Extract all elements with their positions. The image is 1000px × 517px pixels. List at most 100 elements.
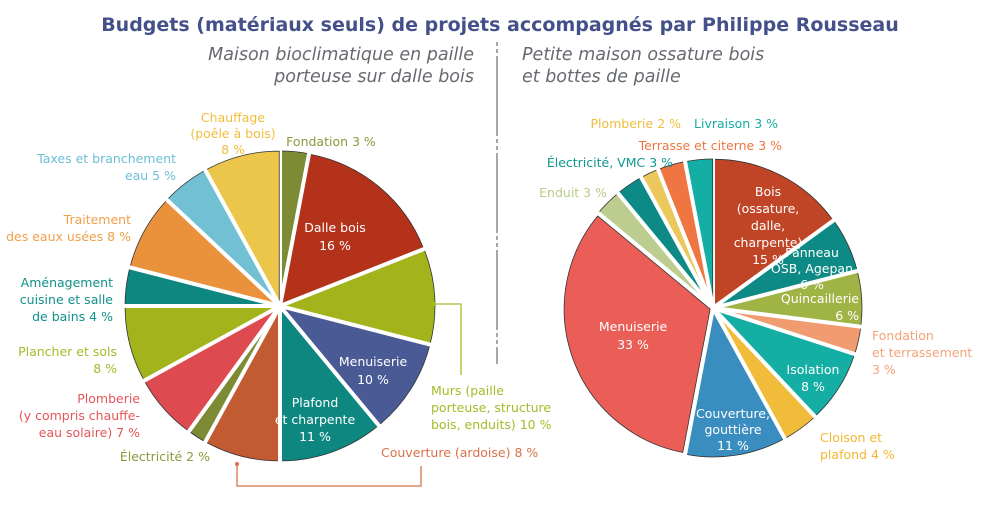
label-line: (y compris chauffe- xyxy=(19,408,140,423)
pie-left-separator xyxy=(278,304,383,430)
label-line: Plomberie xyxy=(77,391,140,406)
pie-right-label-cloison-et-plafond: Cloison et plafond 4 % xyxy=(820,430,895,462)
label-line: 10 % xyxy=(357,372,389,387)
label-line: 6 % xyxy=(800,277,824,292)
pie-left-label-dalle-bois: Dalle bois 16 % xyxy=(304,220,365,253)
label-line: des eaux usées 8 % xyxy=(6,229,131,244)
pie-right-separator xyxy=(711,306,819,421)
pie-left-separator xyxy=(202,166,282,307)
pie-right-separator xyxy=(711,217,838,310)
pie-right-separator xyxy=(594,209,715,310)
label-line: Terrasse et citerne 3 % xyxy=(638,138,783,153)
pie-right-label-isolation: Isolation 8 % xyxy=(787,362,840,394)
pie-right-separator xyxy=(682,307,715,458)
leader-lines xyxy=(235,302,462,487)
slice-labels: Fondation 3 % Dalle bois 16 % Murs (paille p… xyxy=(6,110,972,464)
pie-left-slice-plafond-et-charpente xyxy=(280,308,379,462)
label-line: Bois xyxy=(755,184,781,199)
pie-right-label-fondation-et-terrassement: Fondation et terrassement 3 % xyxy=(872,328,972,377)
label-line: Enduit 3 % xyxy=(539,185,607,200)
pie-left-label-amenagement-cuisine-et-salle-de-bains: Aménagement cuisine et salle de bains 4 % xyxy=(20,275,114,324)
label-line: Électricité, VMC 3 % xyxy=(547,155,673,170)
pie-right-label-plomberie: Plomberie 2 % xyxy=(590,116,681,131)
pie-left-label-plafond-et-charpente: Plafond et charpente 11 % xyxy=(275,395,356,444)
pie-right-separator xyxy=(712,306,865,330)
label-line: de bains 4 % xyxy=(32,309,113,324)
pie-left-separator xyxy=(140,304,281,384)
label-line: Menuiserie xyxy=(599,319,668,334)
label-line: (ossature, xyxy=(737,201,800,216)
pie-right-label-couverture-gouttiere: Couverture, gouttière 11 % xyxy=(696,406,770,453)
pie-right-label-livraison: Livraison 3 % xyxy=(694,116,778,131)
label-line: 16 % xyxy=(319,238,351,253)
label-line: Fondation 3 % xyxy=(286,134,376,149)
label-line: 8 % xyxy=(801,379,825,394)
pie-right-label-electricite-vmc: Électricité, VMC 3 % xyxy=(547,155,673,170)
pie-left-separator xyxy=(202,305,282,446)
label-line: Isolation xyxy=(787,362,840,377)
pie-right-slice-menuiserie xyxy=(563,215,711,453)
pie-left-slice-dalle-bois xyxy=(281,153,424,305)
label-line: Couverture, xyxy=(696,406,770,421)
label-line: 8 % xyxy=(93,361,117,376)
label-line: 15 % xyxy=(752,252,784,267)
label-line: 6 % xyxy=(835,308,859,323)
leader-dot-couverture xyxy=(235,462,239,466)
label-line: charpente) xyxy=(734,235,803,250)
pie-right-label-panneau-osb-agepan: Panneau OSB, Agepan 6 % xyxy=(771,245,853,292)
leader-line-murs xyxy=(434,303,462,375)
pie-right-label-quincaillerie: Quincaillerie 6 % xyxy=(781,291,859,323)
pie-left-label-traitement-des-eaux-usees: Traitement des eaux usées 8 % xyxy=(6,212,131,244)
left-subtitle-line-1: Maison bioclimatique en paille xyxy=(208,45,474,65)
label-line: eau 5 % xyxy=(125,168,176,183)
pie-left-label-electricite: Électricité 2 % xyxy=(120,449,210,464)
label-line: Taxes et branchement xyxy=(36,151,176,166)
pie-right-separator xyxy=(655,165,715,309)
pie-right-separator xyxy=(712,306,859,357)
chart-title: Budgets (matériaux seuls) de projets acc… xyxy=(101,14,899,36)
label-line: Aménagement xyxy=(21,275,113,290)
label-line: Plancher et sols xyxy=(18,344,117,359)
pie-right-label-terrasse-et-citerne: Terrasse et citerne 3 % xyxy=(638,138,783,153)
label-line: (poêle à bois) xyxy=(190,126,275,141)
label-line: Quincaillerie xyxy=(781,291,859,306)
pie-left-slice-murs-paille-porteuse-structure-bois-enduits xyxy=(282,249,436,345)
pie-left-separator xyxy=(278,150,312,307)
label-line: porteuse, structure xyxy=(431,400,551,415)
label-line: Électricité 2 % xyxy=(120,449,210,464)
label-line: plafond 4 % xyxy=(820,447,895,462)
label-line: 3 % xyxy=(872,362,896,377)
label-line: Dalle bois xyxy=(304,220,365,235)
pie-left-separator xyxy=(279,304,434,348)
label-line: Panneau xyxy=(785,245,839,260)
pie-right-separator xyxy=(682,158,715,309)
leader-line-couverture xyxy=(236,464,422,487)
pie-left-separator xyxy=(163,196,282,308)
label-line: Couverture (ardoise) 8 % xyxy=(381,445,538,460)
label-line: Menuiserie xyxy=(339,354,408,369)
pie-right-label-menuiserie: Menuiserie 33 % xyxy=(599,319,668,352)
label-line: Fondation xyxy=(872,328,934,343)
pie-left-label-chauffage-poele-a-bois: Chauffage (poêle à bois) 8 % xyxy=(190,110,275,157)
label-line: 11 % xyxy=(717,438,749,453)
pie-right-slice-bois-ossature-dalle-charpente xyxy=(713,158,833,306)
pie-right-slice-couverture-gouttiere xyxy=(685,310,785,458)
pie-left xyxy=(122,148,436,464)
right-subtitle-line-2: et bottes de paille xyxy=(522,67,681,87)
pie-right-label-enduit: Enduit 3 % xyxy=(539,185,607,200)
leader-dot-murs xyxy=(432,302,436,306)
pie-left-label-murs-paille-porteuse-structure-bois-enduits: Murs (paille porteuse, structure bois, end… xyxy=(431,383,552,432)
pie-left-label-taxes-et-branchement-eau: Taxes et branchement eau 5 % xyxy=(36,151,176,183)
pie-right-label-bois-ossature-dalle-charpente: Bois (ossature, dalle, charpente) 15 % xyxy=(734,184,803,267)
label-line: Plafond xyxy=(292,395,339,410)
pie-left-separator xyxy=(185,304,282,436)
pie-left-label-menuiserie: Menuiserie 10 % xyxy=(339,354,408,387)
label-line: Traitement xyxy=(63,212,131,227)
pie-left-label-couverture-ardoise: Couverture (ardoise) 8 % xyxy=(381,445,538,460)
label-line: gouttière xyxy=(704,422,761,437)
pie-left-label-plancher-et-sols: Plancher et sols 8 % xyxy=(18,344,117,376)
label-line: et terrassement xyxy=(872,345,972,360)
label-line: eau solaire) 7 % xyxy=(39,425,140,440)
label-line: 11 % xyxy=(299,429,331,444)
label-line: cuisine et salle xyxy=(20,292,114,307)
